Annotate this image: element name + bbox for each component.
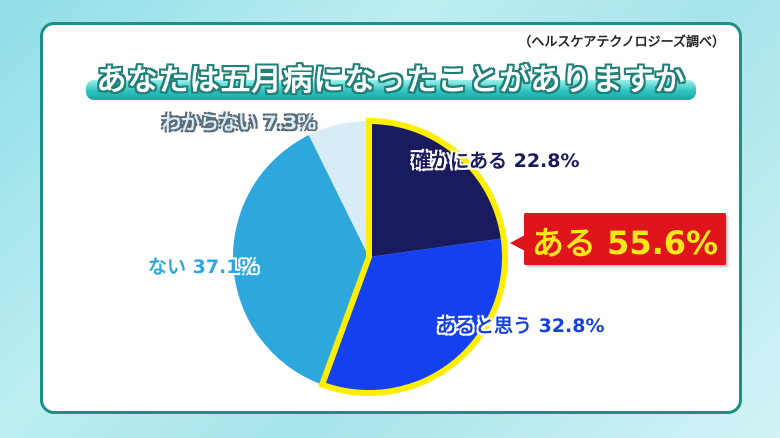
pie-slice [308, 121, 369, 257]
callout-pointer [510, 235, 525, 251]
label-no: ない 37.1% [148, 256, 259, 278]
pie-slices [232, 121, 505, 393]
pie-slice [232, 135, 369, 385]
label-unknown: わからない 7.3% [162, 112, 317, 134]
label-definitely-yes: 確かにある 22.8% [412, 150, 580, 172]
callout-text: ある 55.6% [531, 224, 719, 262]
chart-title: あなたは五月病になったことがありますか [96, 63, 686, 98]
pie-slice [369, 121, 504, 257]
pie-slice [322, 238, 505, 393]
total-yes-callout: ある 55.6% [510, 213, 726, 265]
title-ribbon [86, 80, 696, 100]
source-note: （ヘルスケアテクノロジーズ調べ） [518, 35, 725, 50]
label-think-yes: あると思う 32.8% [437, 315, 605, 337]
highlight-outline [318, 117, 508, 396]
